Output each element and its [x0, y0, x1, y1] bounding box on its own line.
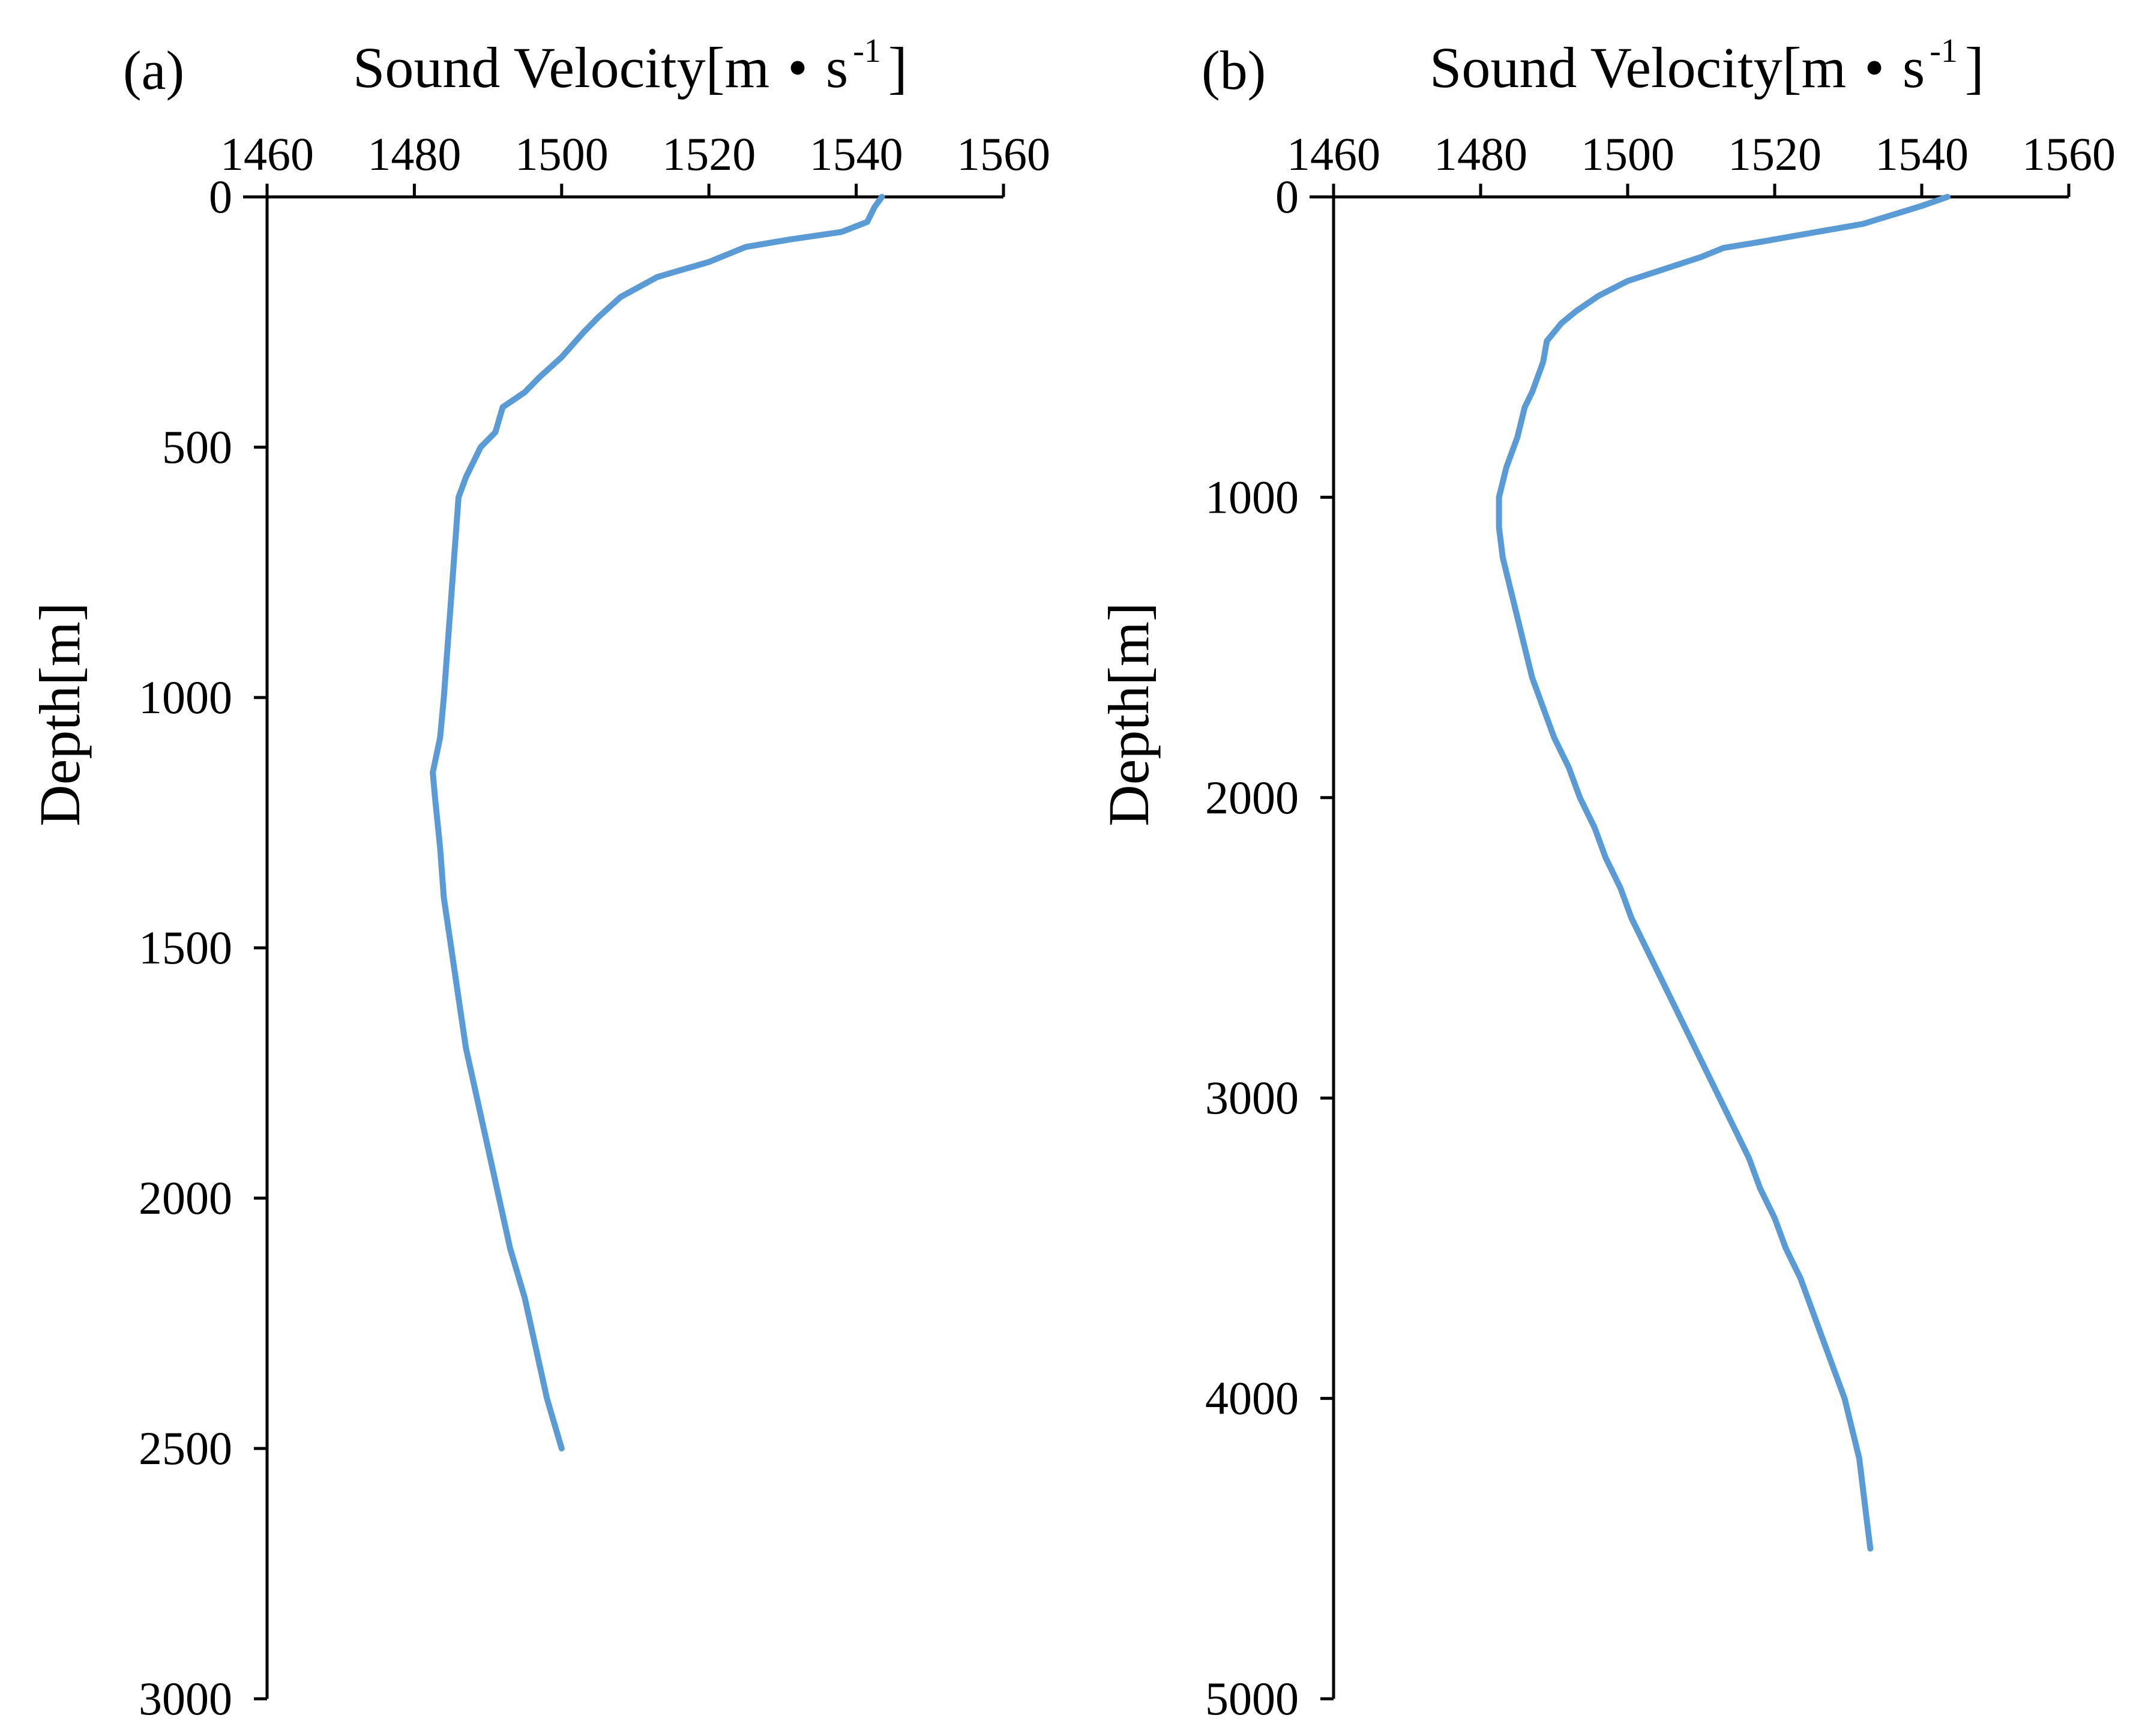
- y-tick-label: 0: [1275, 170, 1299, 223]
- x-tick-label: 1460: [220, 128, 314, 180]
- panel-a: (a) Sound Velocity[m • s -1] Depth[m] 1460 1…: [28, 32, 1050, 1725]
- y-tick-label: 1500: [139, 921, 232, 974]
- panel-a-x-axis-title: Sound Velocity[m • s -1]: [353, 32, 907, 100]
- x-tick-label: 1500: [515, 128, 609, 180]
- panel-a-x-ticks: 1460 1480 1500 1520 1540 1560: [220, 128, 1050, 197]
- panel-b-axes: [1310, 195, 2069, 1699]
- x-tick-label: 1520: [662, 128, 756, 180]
- panel-a-y-axis-title: Depth[m]: [28, 602, 92, 826]
- panel-a-axes: [243, 195, 1003, 1699]
- y-tick-label: 5000: [1205, 1672, 1299, 1725]
- series-line: [430, 194, 885, 1451]
- x-tick-label: 1480: [367, 128, 461, 180]
- panel-b-y-axis-title: Depth[m]: [1097, 602, 1161, 826]
- y-tick-label: 1000: [139, 671, 232, 723]
- panel-a-series: [430, 194, 885, 1451]
- series-line: [1496, 194, 1951, 1552]
- y-tick-label: 3000: [1205, 1071, 1299, 1124]
- panel-b-y-ticks: 0 1000 2000 3000 4000 5000: [1205, 170, 1334, 1725]
- panel-b-series: [1496, 194, 1951, 1552]
- y-tick-label: 4000: [1205, 1372, 1299, 1424]
- x-tick-label: 1460: [1287, 128, 1380, 180]
- y-tick-label: 2000: [1205, 771, 1299, 824]
- x-tick-label: 1500: [1581, 128, 1674, 180]
- y-tick-label: 2000: [139, 1172, 232, 1224]
- panel-b-x-axis-title: Sound Velocity[m • s -1]: [1430, 32, 1984, 100]
- panel-b-label: (b): [1202, 40, 1266, 101]
- y-tick-label: 1000: [1205, 471, 1299, 523]
- y-tick-label: 2500: [139, 1422, 232, 1474]
- panel-b: (b) Sound Velocity[m • s -1] Depth[m] 1460 1…: [1097, 32, 2116, 1725]
- x-tick-label: 1560: [957, 128, 1050, 180]
- x-tick-label: 1540: [810, 128, 903, 180]
- x-tick-label: 1480: [1434, 128, 1527, 180]
- y-tick-label: 3000: [139, 1672, 232, 1725]
- panel-a-label: (a): [123, 40, 184, 101]
- y-tick-label: 0: [209, 170, 232, 223]
- panel-b-x-ticks: 1460 1480 1500 1520 1540 1560: [1287, 128, 2116, 197]
- x-tick-label: 1560: [2022, 128, 2116, 180]
- x-tick-label: 1540: [1875, 128, 1969, 180]
- y-tick-label: 500: [162, 421, 232, 473]
- panel-a-y-ticks: 0 500 1000 1500 2000 2500 3000: [139, 170, 267, 1725]
- x-tick-label: 1520: [1728, 128, 1822, 180]
